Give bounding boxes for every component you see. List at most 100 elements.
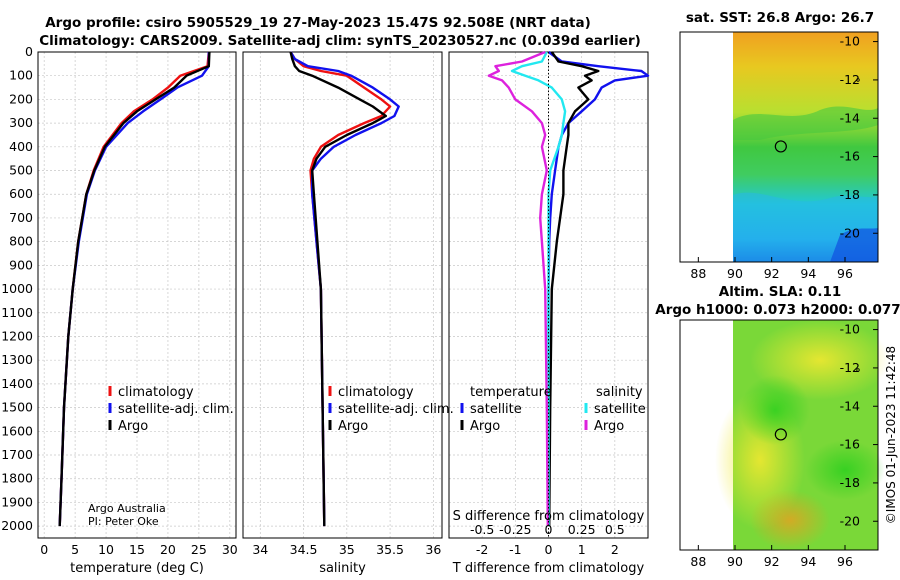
y-tick-label: -16 [840, 149, 860, 164]
x-axis-label: salinity [319, 561, 366, 576]
x-tick-label: 0 [545, 542, 553, 557]
x-tick-label: 2 [611, 542, 619, 557]
x-tick-label: 5 [71, 542, 79, 557]
x-tick-label: 30 [222, 542, 238, 557]
x-tick-label: -2 [476, 542, 488, 557]
sst-map-frame [679, 31, 879, 263]
x-tick-label: 35 [339, 542, 355, 557]
sst-map-ticks: 88 90 92 94 96 -10 -12 -14 -16 -18 -20 [690, 34, 878, 281]
sla-orange-blob [750, 490, 830, 550]
top-tick-label: 0.5 [605, 522, 625, 537]
top-tick-label: -0.5 [470, 522, 494, 537]
legend-label-0: satellite [470, 402, 522, 417]
series-line-3 [487, 50, 549, 527]
x-tick-label: 96 [837, 554, 853, 569]
y-tick-label: -10 [840, 34, 860, 49]
y-tick-label: -14 [840, 398, 860, 413]
sst-island-dot [856, 78, 860, 82]
sla-green-blob [740, 375, 810, 445]
x-tick-label: 90 [727, 554, 743, 569]
legend-label-1: Argo [470, 419, 500, 434]
x-tick-label: 0 [40, 542, 48, 557]
legend-label-2: satellite [594, 402, 646, 417]
x-tick-label: -1 [509, 542, 521, 557]
footer-timestamp: ©IMOS 01-Jun-2023 11:42:48 [884, 346, 898, 524]
y-tick-label: 500 [9, 163, 33, 178]
legend-title-salinity: salinity [596, 385, 643, 400]
figure-title-line1: Argo profile: csiro 5905529_19 27-May-20… [45, 15, 591, 31]
y-tick-label: 1800 [1, 471, 33, 486]
x-axis-label: T difference from climatology [452, 561, 645, 576]
plot-frame [242, 51, 443, 539]
y-tick-label: 1900 [1, 494, 33, 509]
difference-panel: -2 -1 0 1 2 T difference from climatology S di… [448, 50, 650, 576]
plot-frame [37, 51, 237, 539]
y-tick-label: -10 [840, 322, 860, 337]
legend-label-1: satellite-adj. clim. [338, 402, 454, 417]
y-tick-label: 600 [9, 186, 33, 201]
y-tick-label: 1700 [1, 447, 33, 462]
sst-green-band [733, 106, 878, 140]
series-line-1 [548, 51, 600, 527]
y-tick-label: 1500 [1, 400, 33, 415]
top-tick-label: 0.25 [568, 522, 596, 537]
sst-map-panel: sat. SST: 26.8 Argo: 26.7 88 90 92 94 96 -10 -… [679, 10, 879, 281]
x-tick-label: 10 [98, 542, 114, 557]
y-tick-label: 1600 [1, 423, 33, 438]
x-tick-label: 25 [191, 542, 207, 557]
series-line-2 [58, 51, 211, 527]
x-tick-label: 92 [764, 266, 780, 281]
legend-title-temperature: temperature [470, 385, 552, 400]
sla-map-frame [679, 319, 879, 551]
y-tick-label: 1300 [1, 352, 33, 367]
y-tick-label: 0 [25, 44, 33, 59]
y-tick-label: 1000 [1, 281, 33, 296]
sst-map-title: sat. SST: 26.8 Argo: 26.7 [686, 10, 874, 26]
x-tick-label: 88 [690, 266, 706, 281]
credit-line1: Argo Australia [88, 502, 166, 515]
y-tick-label: 400 [9, 139, 33, 154]
sla-map-panel: Altim. SLA: 0.11 Argo h1000: 0.073 h2000… [655, 284, 900, 569]
sla-low-blob [805, 440, 885, 500]
x-tick-label: 35.5 [376, 542, 404, 557]
credit-line2: PI: Peter Oke [88, 515, 159, 528]
x-axis-label: temperature (deg C) [70, 561, 204, 576]
salinity-panel: 34 34.5 35 35.5 36 salinity climatology satelli… [242, 51, 454, 576]
x-tick-label: 94 [800, 266, 816, 281]
sla-argo-marker [774, 428, 787, 441]
legend-label-2: Argo [118, 419, 148, 434]
y-tick-label: 2000 [1, 518, 33, 533]
y-tick-label: -18 [840, 475, 860, 490]
x-tick-label: 90 [727, 266, 743, 281]
y-tick-label: 1200 [1, 328, 33, 343]
y-tick-label: 1100 [1, 305, 33, 320]
y-tick-label: 1400 [1, 376, 33, 391]
legend-label-0: climatology [118, 385, 194, 400]
top-tick-label: -0.25 [499, 522, 531, 537]
x-tick-label: 34 [252, 542, 268, 557]
sla-map-ticks: 88 90 92 94 96 -10 -12 -14 -16 -18 -20 [690, 322, 878, 569]
x-tick-label: 20 [160, 542, 176, 557]
y-tick-label: -16 [840, 437, 860, 452]
sla-map-title-line2: Argo h1000: 0.073 h2000: 0.077 [655, 302, 900, 318]
x-tick-label: 88 [690, 554, 706, 569]
y-tick-label: -12 [840, 360, 860, 375]
sst-argo-marker [774, 140, 787, 153]
sst-blue-corner [830, 228, 878, 262]
y-tick-label: -18 [840, 187, 860, 202]
y-tick-label: -14 [840, 110, 860, 125]
figure-title-line2: Climatology: CARS2009. Satellite-adj cli… [39, 33, 641, 49]
y-tick-label: 900 [9, 257, 33, 272]
y-tick-label: -20 [840, 513, 860, 528]
y-tick-label: -20 [840, 225, 860, 240]
legend-label-3: Argo [594, 419, 624, 434]
y-tick-label: 800 [9, 234, 33, 249]
y-tick-label: 700 [9, 210, 33, 225]
y-tick-label: 300 [9, 115, 33, 130]
sla-map-title-line1: Altim. SLA: 0.11 [719, 284, 841, 300]
sla-island-dot [856, 368, 860, 372]
y-tick-label: 200 [9, 91, 33, 106]
x-tick-label: 92 [764, 554, 780, 569]
x-tick-label: 94 [800, 554, 816, 569]
